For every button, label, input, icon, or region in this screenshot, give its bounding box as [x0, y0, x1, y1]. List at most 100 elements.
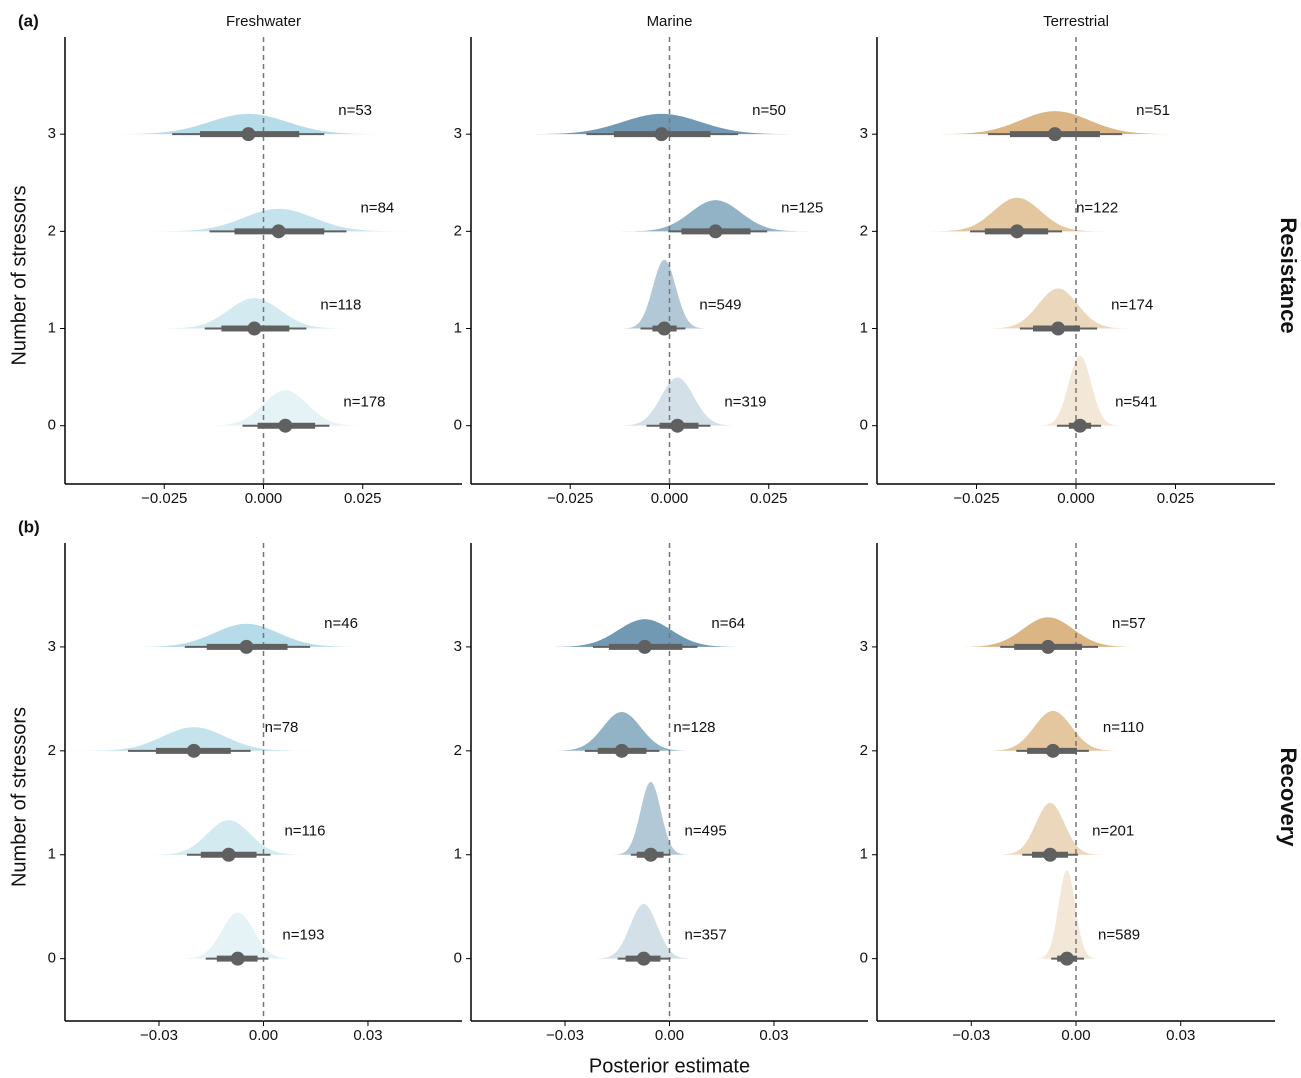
density: [118, 623, 375, 647]
density: [589, 904, 698, 959]
x-tick-label: −0.025: [953, 490, 999, 507]
median-point: [643, 847, 658, 862]
median-point: [657, 321, 672, 336]
density: [979, 288, 1137, 329]
n-label: n=57: [1112, 615, 1146, 632]
x-tick-label: 0.000: [245, 490, 283, 507]
y-tick-label: 2: [454, 742, 462, 759]
y-tick-label: 3: [454, 638, 462, 655]
density: [545, 712, 698, 751]
y-tick-label: 3: [860, 638, 868, 655]
density: [538, 619, 752, 647]
n-label: n=193: [282, 927, 324, 944]
strip-label: Resistance: [1276, 217, 1301, 333]
median-point: [636, 951, 651, 966]
x-tick-label: 0.025: [1157, 490, 1195, 507]
n-label: n=118: [320, 296, 361, 313]
n-label: n=495: [685, 823, 727, 840]
density: [923, 197, 1111, 232]
y-tick-label: 1: [454, 319, 462, 336]
n-label: n=51: [1136, 102, 1170, 119]
median-point: [278, 418, 293, 433]
x-tick-label: −0.025: [141, 490, 187, 507]
median-point: [708, 224, 723, 239]
median-point: [186, 743, 201, 758]
median-point: [1010, 224, 1025, 239]
median-point: [241, 127, 256, 142]
y-tick-label: 0: [48, 950, 56, 967]
n-label: n=549: [699, 296, 741, 313]
median-point: [1072, 418, 1087, 433]
n-label: n=53: [338, 102, 372, 119]
density: [610, 781, 692, 855]
median-point: [614, 743, 629, 758]
median-point: [1051, 321, 1066, 336]
n-label: n=128: [673, 719, 715, 736]
n-label: n=125: [781, 199, 823, 216]
panel-tag: (b): [18, 517, 40, 536]
x-tick-label: 0.00: [1061, 1027, 1090, 1044]
y-tick-label: 1: [48, 319, 56, 336]
y-tick-label: 0: [860, 950, 868, 967]
median-point: [670, 418, 685, 433]
y-tick-label: 1: [860, 846, 868, 863]
y-tick-label: 2: [48, 742, 56, 759]
n-label: n=589: [1098, 927, 1140, 944]
density: [93, 113, 404, 135]
y-tick-label: 2: [860, 222, 868, 239]
x-axis-title: Posterior estimate: [589, 1055, 750, 1077]
n-label: n=541: [1115, 394, 1157, 411]
y-axis-title: Number of stressors: [8, 185, 30, 365]
density: [506, 113, 817, 135]
x-tick-label: 0.00: [655, 1027, 684, 1044]
n-label: n=46: [324, 615, 358, 632]
y-tick-label: 1: [860, 319, 868, 336]
y-tick-label: 1: [48, 846, 56, 863]
x-tick-label: −0.03: [140, 1027, 178, 1044]
y-tick-label: 3: [48, 638, 56, 655]
n-label: n=174: [1111, 296, 1153, 313]
facet-title: Marine: [647, 13, 693, 30]
median-point: [1047, 127, 1062, 142]
density: [612, 377, 743, 426]
density: [173, 912, 302, 959]
facet-title: Terrestrial: [1043, 13, 1109, 30]
y-tick-label: 1: [454, 846, 462, 863]
x-tick-label: −0.025: [547, 490, 593, 507]
y-tick-label: 3: [48, 125, 56, 142]
n-label: n=78: [265, 719, 299, 736]
density: [1033, 870, 1101, 959]
y-tick-label: 0: [48, 417, 56, 434]
x-tick-label: 0.000: [1057, 490, 1095, 507]
y-tick-label: 2: [860, 742, 868, 759]
n-label: n=84: [360, 199, 394, 216]
density: [948, 617, 1148, 647]
density: [1034, 355, 1126, 426]
density: [918, 111, 1192, 135]
x-tick-label: 0.03: [1166, 1027, 1195, 1044]
density: [978, 710, 1128, 751]
n-label: n=357: [685, 927, 727, 944]
n-label: n=178: [343, 394, 385, 411]
median-point: [1041, 639, 1056, 654]
x-tick-label: 0.03: [353, 1027, 382, 1044]
density: [993, 802, 1108, 855]
n-label: n=201: [1092, 823, 1134, 840]
y-tick-label: 3: [454, 125, 462, 142]
median-point: [637, 639, 652, 654]
density: [614, 200, 817, 232]
median-point: [221, 847, 236, 862]
n-label: n=50: [752, 102, 786, 119]
density: [196, 390, 375, 426]
n-label: n=64: [711, 615, 745, 632]
x-tick-label: 0.03: [759, 1027, 788, 1044]
n-label: n=110: [1103, 719, 1144, 736]
median-point: [271, 224, 286, 239]
density: [68, 727, 319, 751]
x-tick-label: −0.03: [952, 1027, 990, 1044]
panel-tag: (a): [18, 11, 39, 30]
median-point: [654, 127, 669, 142]
median-point: [239, 639, 254, 654]
